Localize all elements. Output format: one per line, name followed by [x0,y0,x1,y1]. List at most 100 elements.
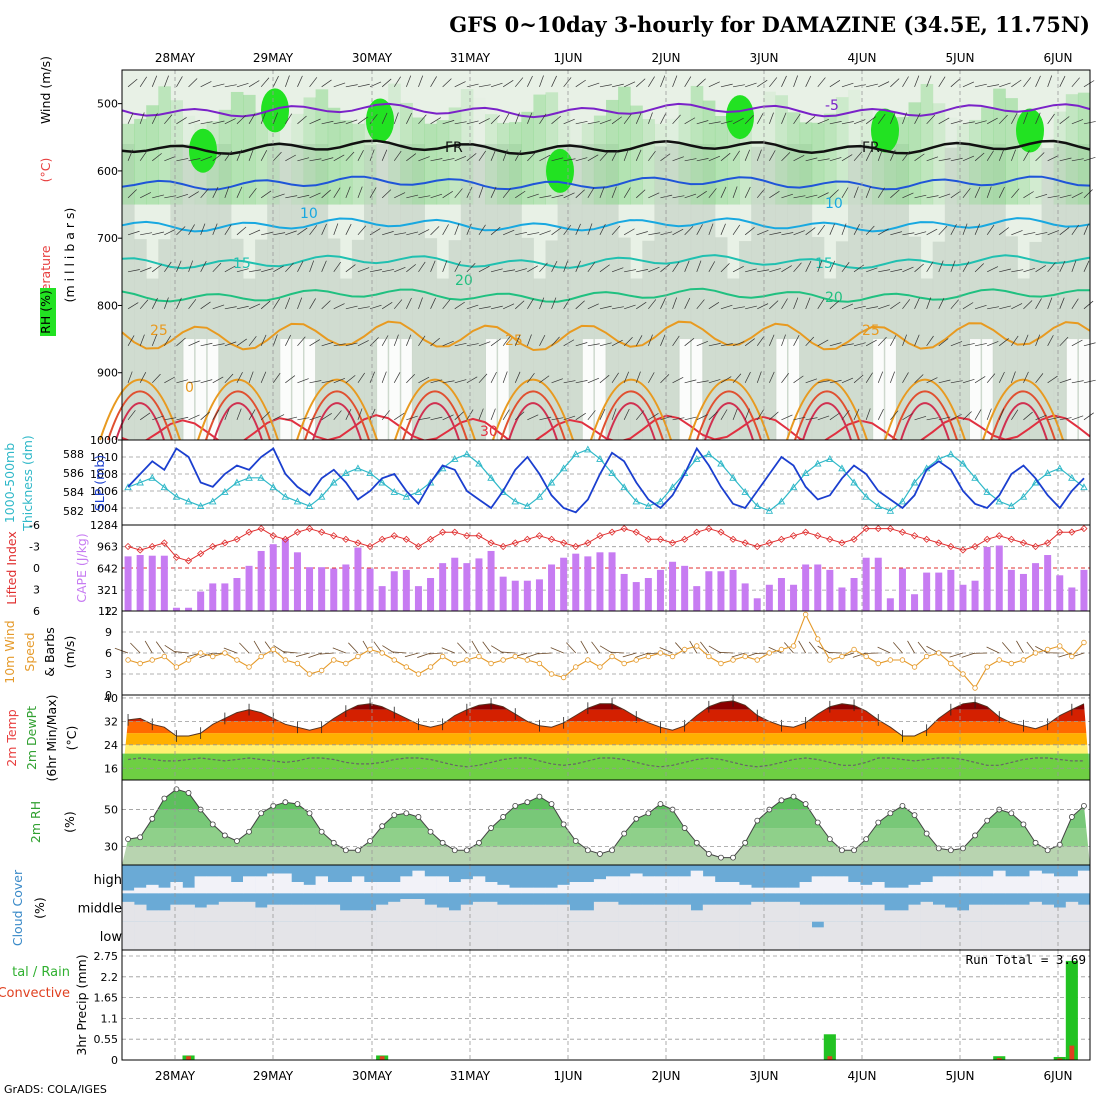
rh-point [500,814,507,820]
cape-tick: 963 [97,541,118,554]
rh-point [887,810,894,817]
slp-tick: 1004 [90,502,118,515]
cloud-gap [158,887,171,894]
upper-wind-barb [781,334,786,346]
upper-wind-barb [139,192,152,199]
upper-wind-barb [914,374,924,384]
upper-wind-barb [781,75,787,87]
cloud-gap [944,921,958,950]
upper-wind-barb [514,334,521,346]
upper-wind-barb [1011,303,1023,310]
cape-tick: 12 [104,605,118,618]
li-tick: -3 [29,541,40,554]
upper-wind-barb [212,153,223,162]
upper-wind-barb [587,154,599,162]
upper-wind-barb [285,75,290,87]
upper-wind-barb [321,189,331,199]
upper-wind-barb [865,372,873,384]
upper-wind-barb [527,372,535,384]
upper-wind-barb [781,414,793,421]
upper-wind-barb [273,232,286,236]
upper-wind-barb [490,305,503,310]
cloud-gap [194,921,207,950]
cloud-gap [267,921,280,950]
rh-shade-mid [1053,111,1067,205]
cloud-gap [170,921,183,950]
cape-bar [1044,555,1052,611]
wind-barb [164,644,177,654]
wind-speed-point [415,671,422,677]
rh-shade-mid [835,97,849,205]
upper-wind-barb [466,223,472,235]
upper-wind-barb [756,149,762,161]
contour-label: -5 [825,98,839,114]
cape-bar [959,584,967,611]
wind-barb [482,641,492,654]
precip-tick: 2.75 [94,950,119,963]
upper-wind-barb [236,115,246,125]
cloud-gap [194,876,207,894]
upper-wind-barb [962,343,975,347]
cape-bar [935,572,943,611]
upper-wind-barb [527,75,533,87]
wind-speed-point [621,660,627,667]
precip-bar [823,1034,836,1060]
upper-wind-barb [684,226,694,236]
cloud-gap [618,921,631,950]
upper-wind-barb [309,298,316,309]
wind-speed-point [222,650,228,656]
cape-bar [911,594,919,611]
lower-temp-arch [900,402,950,441]
cloud-gap [472,921,486,950]
cloud-gap [702,876,716,894]
upper-wind-barb [248,336,257,347]
upper-wind-barb [248,229,261,236]
wind-speed-point [839,653,845,660]
cape-bar [269,544,277,611]
rh-shade-mid [969,119,982,205]
cloud-gap [460,904,474,922]
upper-wind-barb [1035,152,1045,162]
upper-wind-barb [1059,297,1065,309]
upper-wind-barb [793,113,801,125]
upper-wind-barb [309,339,320,347]
rh-high-blob [546,148,574,193]
rh-shade-mid [860,108,873,205]
upper-wind-barb [660,153,671,162]
upper-wind-barb [297,115,307,125]
temperature-contour [121,217,1091,233]
cloud-gap [569,910,583,922]
cape-bar [209,583,217,611]
rh-shade-dark [654,146,667,441]
lifted-index-point [741,539,749,547]
upper-wind-barb [744,227,755,236]
dewpt-line [128,757,1084,768]
wind-barb [798,640,806,654]
upper-wind-barb [636,269,649,273]
cloud-gap [243,921,256,950]
upper-wind-barb [333,121,346,125]
wind-speed-point [379,650,385,656]
cloud-gap [848,921,861,950]
upper-wind-barb [611,83,624,88]
wind-barb [1001,642,1012,654]
cloud-gap [811,927,825,950]
cloud-gap [799,904,812,922]
upper-wind-barb [696,158,709,162]
rh-point [584,847,591,854]
upper-wind-barb [188,414,200,421]
wind-barb [526,652,540,658]
upper-wind-barb [986,373,996,384]
upper-wind-barb [539,195,552,199]
date-label-bottom: 6JUN [1044,1069,1073,1083]
rh-point [512,802,519,809]
upper-wind-barb [539,230,551,236]
lifted-index-point [257,525,265,533]
upper-wind-barb [781,232,794,236]
upper-wind-barb [236,305,249,310]
upper-wind-barb [986,408,992,420]
lifted-index-point [910,532,919,540]
upper-wind-barb [394,192,406,199]
upper-wind-barb [381,410,390,421]
